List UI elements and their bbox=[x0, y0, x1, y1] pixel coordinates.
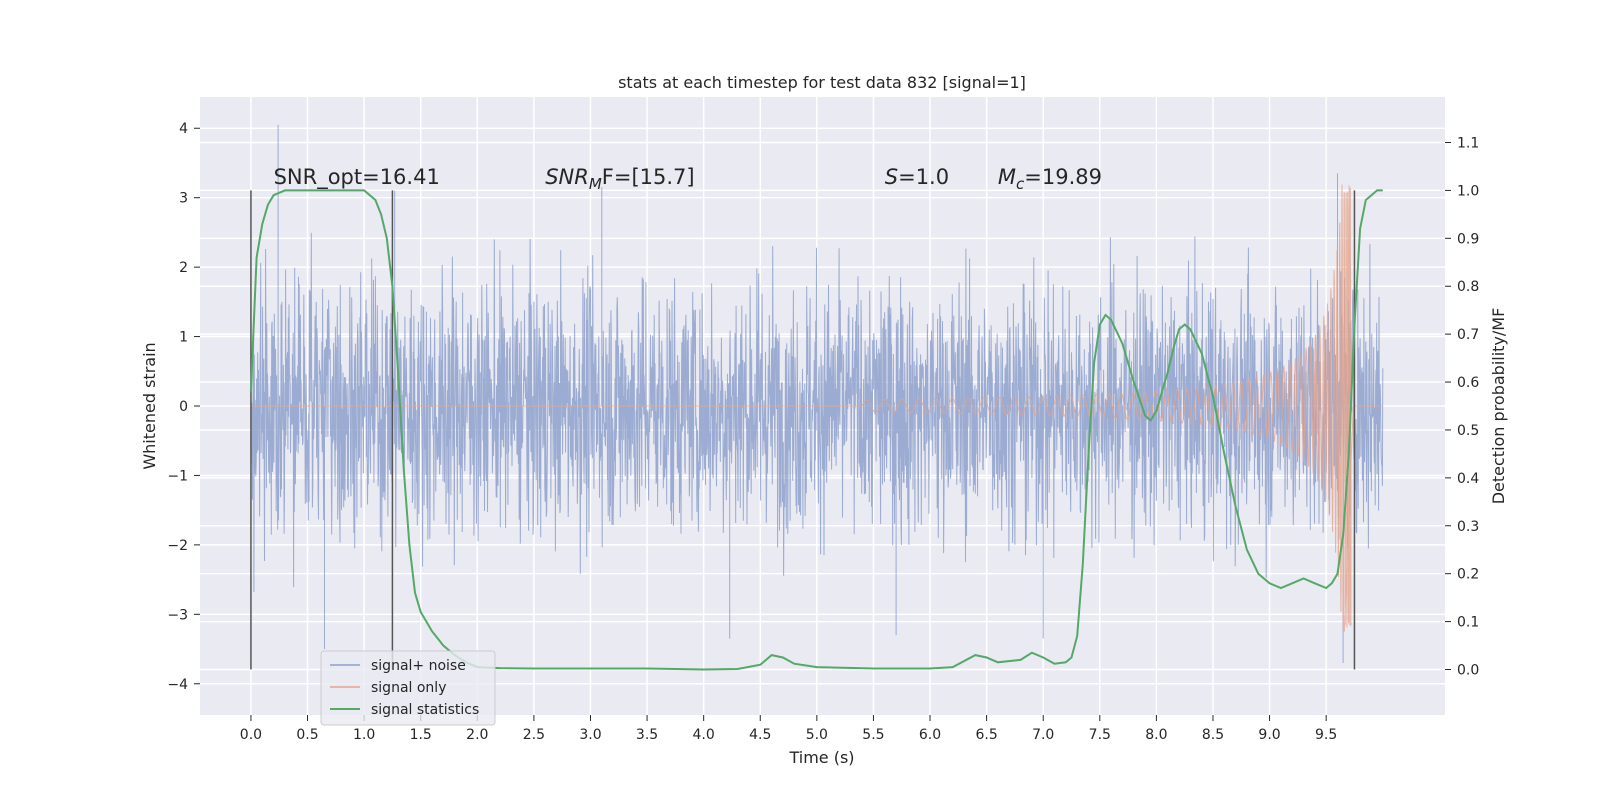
annotation-suffix: F=[15.7] bbox=[602, 165, 695, 189]
y-axis-label: Whitened strain bbox=[140, 342, 159, 469]
x-tick-label: 8.0 bbox=[1145, 727, 1167, 743]
x-tick-label: 7.0 bbox=[1032, 727, 1054, 743]
x-tick-label: 4.5 bbox=[749, 727, 771, 743]
x-tick-label: 3.0 bbox=[579, 727, 601, 743]
y-tick-label: −2 bbox=[167, 538, 188, 554]
y2-tick-label: 0.0 bbox=[1457, 662, 1479, 678]
x-tick-label: 2.5 bbox=[523, 727, 545, 743]
annotation-suffix: =19.89 bbox=[1024, 165, 1102, 189]
y-tick-label: −4 bbox=[167, 677, 188, 693]
y2-tick-label: 0.7 bbox=[1457, 327, 1479, 343]
y-tick-label: 1 bbox=[179, 330, 188, 346]
y2-tick-label: 0.3 bbox=[1457, 519, 1479, 535]
x-tick-label: 0.5 bbox=[296, 727, 318, 743]
series-layer bbox=[250, 124, 1384, 663]
y2-tick-label: 0.2 bbox=[1457, 567, 1479, 583]
annotation-prefix: M bbox=[998, 165, 1016, 189]
annotation-prefix: SNR bbox=[545, 165, 589, 189]
x-tick-label: 3.5 bbox=[636, 727, 658, 743]
y2-tick-label: 0.4 bbox=[1457, 471, 1479, 487]
y-tick-label: −3 bbox=[167, 607, 188, 623]
annotation-0: SNR_opt=16.41 bbox=[274, 165, 440, 190]
x-tick-label: 6.0 bbox=[919, 727, 941, 743]
signal-statistics-line bbox=[249, 189, 1383, 671]
annotation-1: SNRMF=[15.7] bbox=[545, 165, 694, 193]
legend: signal+ noise signal only signal statistic… bbox=[320, 650, 496, 726]
y-tick-label: −1 bbox=[167, 468, 188, 484]
x-tick-label: 6.5 bbox=[975, 727, 997, 743]
x-tick-label: 0.0 bbox=[240, 727, 262, 743]
y2-axis-label: Detection probability/MF bbox=[1489, 308, 1508, 505]
legend-frame bbox=[320, 650, 496, 726]
signal-statistics-layer bbox=[249, 189, 1383, 671]
x-tick-label: 5.0 bbox=[806, 727, 828, 743]
annotation-2: S=1.0 bbox=[885, 165, 949, 189]
y-tick-label: 2 bbox=[179, 260, 188, 276]
y2-axis-ticks: 1.1 1.0 0.9 0.8 0.7 0.6 0.5 0.4 0.3 0.2 0.1 0.0 bbox=[1445, 136, 1479, 678]
signal-only-line bbox=[250, 184, 1383, 632]
annotation-prefix: S bbox=[885, 165, 898, 189]
x-tick-label: 8.5 bbox=[1202, 727, 1224, 743]
x-tick-label: 5.5 bbox=[862, 727, 884, 743]
x-tick-label: 1.5 bbox=[410, 727, 432, 743]
x-tick-label: 9.0 bbox=[1258, 727, 1280, 743]
y2-tick-label: 0.5 bbox=[1457, 423, 1479, 439]
y-tick-label: 0 bbox=[179, 399, 188, 415]
y2-tick-label: 0.6 bbox=[1457, 375, 1479, 391]
x-tick-label: 9.5 bbox=[1315, 727, 1337, 743]
legend-label-1: signal only bbox=[371, 680, 446, 696]
annotation-subscript: M bbox=[589, 175, 602, 193]
y2-tick-label: 0.1 bbox=[1457, 615, 1479, 631]
y-tick-label: 3 bbox=[179, 191, 188, 207]
y-axis-ticks: 4 3 2 1 0 −1 −2 −3 −4 bbox=[167, 121, 200, 693]
x-axis-label: Time (s) bbox=[788, 748, 854, 767]
x-tick-label: 7.5 bbox=[1089, 727, 1111, 743]
annotation-subscript: c bbox=[1016, 175, 1025, 193]
x-tick-label: 1.0 bbox=[353, 727, 375, 743]
y2-tick-label: 0.8 bbox=[1457, 279, 1479, 295]
annotation-suffix: =1.0 bbox=[898, 165, 949, 189]
x-tick-label: 2.0 bbox=[466, 727, 488, 743]
legend-label-2: signal statistics bbox=[371, 702, 479, 718]
x-axis-ticks: 0.0 0.5 1.0 1.5 2.0 2.5 3.0 3.5 4.0 4.5 5.0 5.5 6.0 6… bbox=[240, 715, 1337, 743]
chart-title: stats at each timestep for test data 832… bbox=[618, 73, 1026, 92]
y2-tick-label: 0.9 bbox=[1457, 231, 1479, 247]
annotation-3: Mc=19.89 bbox=[998, 165, 1102, 193]
vertical-lines bbox=[250, 190, 1356, 670]
y2-tick-label: 1.1 bbox=[1457, 136, 1479, 152]
x-tick-label: 4.0 bbox=[693, 727, 715, 743]
legend-label-0: signal+ noise bbox=[371, 658, 466, 674]
y2-tick-label: 1.0 bbox=[1457, 183, 1479, 199]
annotations: SNR_opt=16.41 SNRMF=[15.7] S=1.0 Mc=19.89 bbox=[274, 165, 1102, 193]
y-tick-label: 4 bbox=[179, 121, 188, 137]
